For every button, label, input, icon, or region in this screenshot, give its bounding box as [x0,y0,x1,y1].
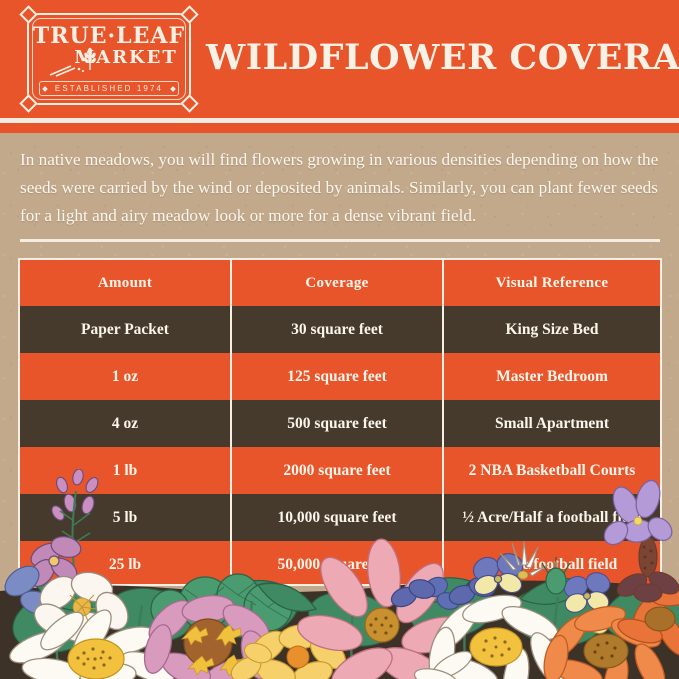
table-row: 4 oz 500 square feet Small Apartment [20,400,660,447]
cell-reference: Small Apartment [494,414,610,432]
cell-coverage: 10,000 square feet [230,494,444,541]
table-row: 1 oz 125 square feet Master Bedroom [20,353,660,400]
cell-amount: 5 lb [112,508,138,526]
coverage-table: Amount Coverage Visual Reference Paper P… [18,258,662,586]
intro-paragraph: In native meadows, you will find flowers… [20,150,659,225]
cell-coverage: 50,000 square feet [230,541,444,584]
header-accent-band [0,123,679,133]
logo-frame-outer [19,5,199,113]
logo-text-market: MARKET [74,47,178,68]
table-row: Paper Packet 30 square feet King Size Be… [20,306,660,353]
cell-reference: 2 NBA Basketball Courts [468,461,636,479]
cell-amount: 1 lb [112,461,138,479]
cell-amount: 1 oz [111,367,139,385]
logo-established-text: ESTABLISHED 1974 [54,84,164,93]
logo-frame-inner [32,18,186,100]
cell-coverage: 30 square feet [230,306,444,353]
wheat-stalk-icon [84,47,96,70]
logo-slash-marks [49,65,85,77]
diamond-icon [42,85,48,92]
brand-logo: TRUE·LEAF MARKET ESTABLISHED 1974 [19,5,199,113]
column-header-amount: Amount [97,274,153,291]
header-bar: TRUE·LEAF MARKET ESTABLISHED 1974 [0,0,679,118]
cell-amount: 25 lb [108,555,142,573]
table-row: 1 lb 2000 square feet 2 NBA Basketball C… [20,447,660,494]
logo-text-true-leaf: TRUE·LEAF [32,23,186,49]
diamond-icon [170,85,176,92]
page-title: Wildflower Coverage Chart [206,37,679,78]
column-header-coverage: Coverage [230,260,444,306]
cell-amount: Paper Packet [81,320,169,338]
cell-reference: ½ Acre/Half a football field [462,508,642,526]
cell-coverage: 2000 square feet [230,447,444,494]
cell-reference: King Size Bed [505,320,599,338]
logo-established-banner: ESTABLISHED 1974 [39,81,179,96]
table-row: 25 lb 50,000 square feet 1 Acre/football… [20,541,660,584]
column-header-reference: Visual Reference [495,274,609,291]
table-row: 5 lb 10,000 square feet ½ Acre/Half a fo… [20,494,660,541]
header-divider-line [0,118,679,123]
cell-coverage: 500 square feet [230,400,444,447]
intro-divider-line [20,239,660,242]
cell-reference: Master Bedroom [496,367,608,385]
cell-reference: 1 Acre/football field [486,555,618,573]
table-header-row: Amount Coverage Visual Reference [20,260,660,306]
cell-coverage: 125 square feet [230,353,444,400]
cell-amount: 4 oz [111,414,139,432]
